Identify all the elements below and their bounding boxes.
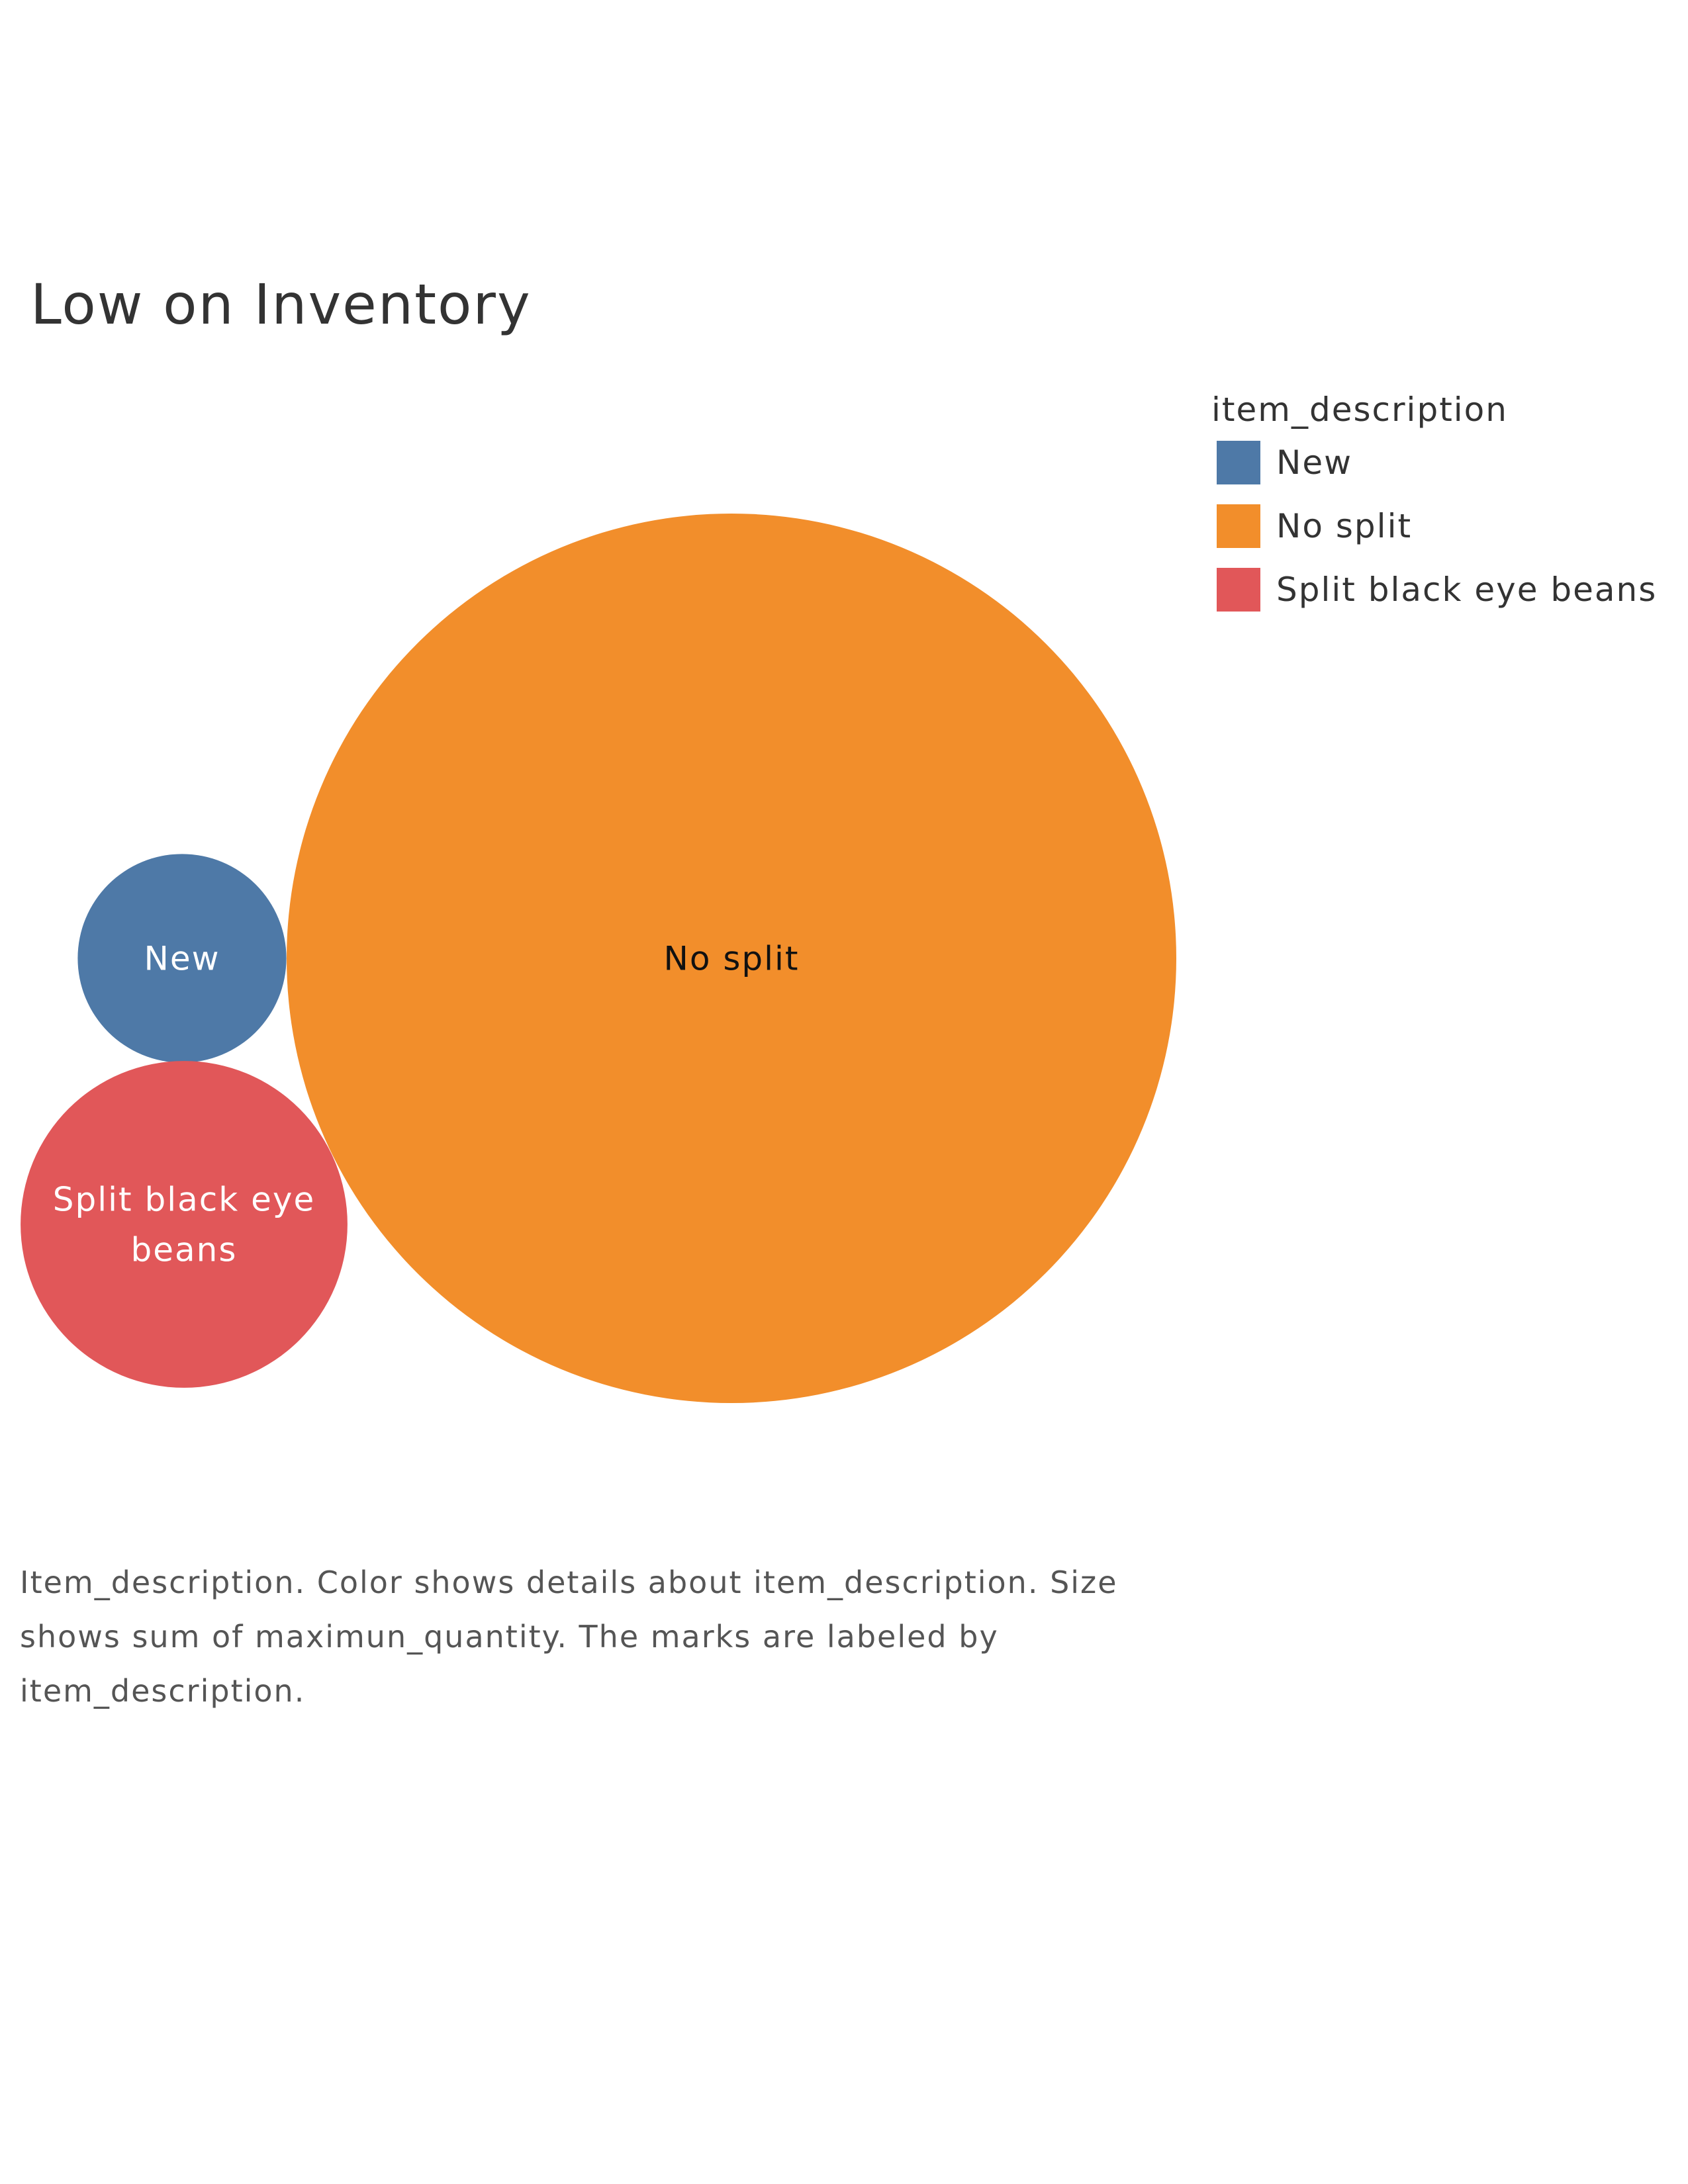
bubble-label-split-black-eye-beans: Split black eye beans [53, 1181, 315, 1269]
chart-caption: Item_description. Color shows details ab… [20, 1565, 1118, 1709]
legend-title: item_description [1211, 390, 1508, 429]
legend-item-no-split[interactable]: No split [1211, 503, 1657, 549]
bubble-no-split[interactable] [287, 514, 1176, 1403]
legend-item-new[interactable]: New [1211, 439, 1657, 486]
bubble-split-black-eye-beans[interactable] [21, 1061, 348, 1388]
bubble-label-new: New [144, 940, 220, 978]
legend-item-split-black-eye-beans[interactable]: Split black eye beans [1211, 567, 1657, 613]
legend-label-no-split: No split [1276, 507, 1413, 545]
legend-swatch-no-split [1217, 504, 1260, 548]
chart-title: Low on Inventory [30, 272, 532, 337]
bubble-new[interactable] [77, 854, 287, 1063]
bubble-label-no-split: No split [663, 940, 799, 978]
legend: item_description New No split Split blac… [1211, 390, 1657, 630]
legend-swatch-new [1217, 441, 1260, 484]
legend-swatch-split-black-eye-beans [1217, 568, 1260, 612]
legend-label-split-black-eye-beans: Split black eye beans [1276, 570, 1658, 609]
legend-label-new: New [1276, 443, 1353, 482]
bubble-group: New No split Split black eye beans [21, 514, 1176, 1403]
